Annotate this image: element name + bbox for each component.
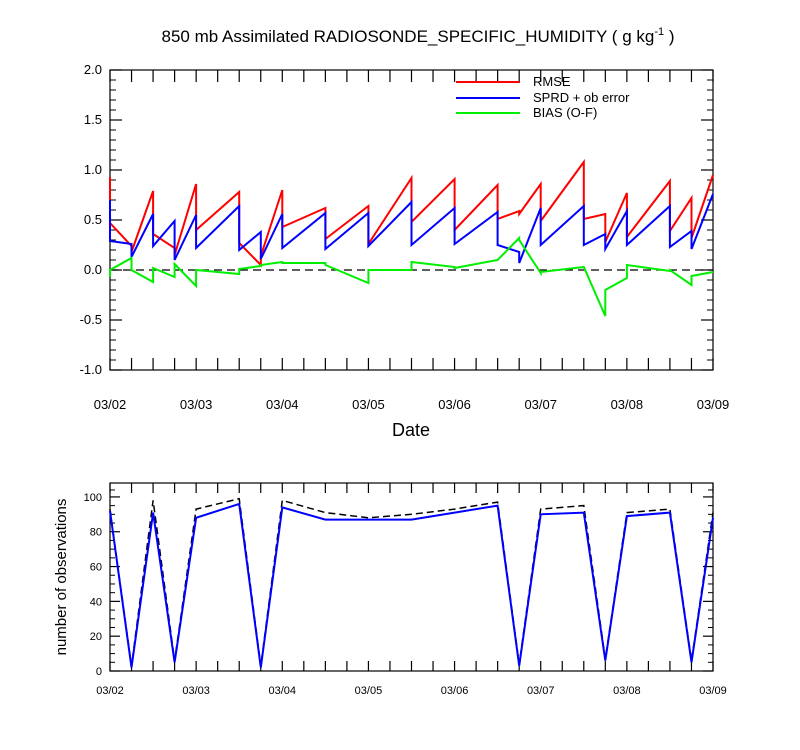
legend: RMSE SPRD + ob error BIAS (O-F) [456, 74, 630, 120]
legend-label-bias: BIAS (O-F) [533, 105, 597, 120]
y-tick-label: 1.0 [84, 162, 102, 177]
chart-title-superscript: -1 [654, 26, 664, 38]
top-series-group [109, 158, 714, 317]
x-tick-label: 03/09 [697, 397, 730, 412]
y-tick-label: 2.0 [84, 62, 102, 77]
chart-title: 850 mb Assimilated RADIOSONDE_SPECIFIC_H… [162, 26, 675, 46]
bottom-y-axis-title: number of observations [53, 499, 70, 656]
x-tick-label: 03/09 [699, 685, 727, 697]
chart-title-main: 850 mb Assimilated RADIOSONDE_SPECIFIC_H… [162, 27, 655, 46]
bottom-y-tick-labels: 0 20 40 60 80 100 [84, 492, 102, 678]
y-tick-label: 80 [90, 527, 102, 539]
bottom-axes-ticks [109, 483, 714, 672]
y-tick-label: -0.5 [80, 312, 102, 327]
top-series-line-2 [109, 235, 714, 317]
y-tick-label: 60 [90, 562, 102, 574]
top-x-axis-title: Date [392, 420, 430, 440]
legend-label-rmse: RMSE [533, 74, 571, 89]
top-x-tick-labels: 03/02 03/03 03/04 03/05 03/06 03/07 03/08 03/09 [94, 397, 730, 412]
top-chart-panel: -1.0-0.50.00.51.01.52.0 03/02 03/03 03/04 0… [80, 62, 730, 440]
x-tick-label: 03/03 [180, 397, 213, 412]
top-axes-ticks [109, 69, 714, 371]
y-tick-label: 0.0 [84, 262, 102, 277]
x-tick-label: 03/05 [355, 685, 383, 697]
bottom-plot-frame [109, 482, 714, 672]
x-tick-label: 03/03 [182, 685, 210, 697]
y-tick-label: -1.0 [80, 362, 102, 377]
y-tick-label: 0 [96, 666, 102, 678]
x-tick-label: 03/06 [438, 397, 471, 412]
bot-series-line-0 [109, 497, 714, 666]
y-tick-label: 40 [90, 596, 102, 608]
y-tick-label: 100 [84, 492, 102, 504]
x-tick-label: 03/02 [96, 685, 124, 697]
x-tick-label: 03/07 [524, 397, 557, 412]
bottom-series-group [109, 497, 714, 668]
bot-series-line-1 [109, 502, 714, 668]
x-tick-label: 03/06 [441, 685, 469, 697]
x-tick-label: 03/02 [94, 397, 127, 412]
top-y-tick-labels: -1.0 -0.5 0.0 0.5 1.0 1.5 2.0 [80, 62, 102, 377]
top-series-line-1 [109, 193, 714, 264]
y-tick-label: 0.5 [84, 212, 102, 227]
x-tick-label: 03/07 [527, 685, 555, 697]
y-tick-label: 1.5 [84, 112, 102, 127]
x-tick-label: 03/04 [266, 397, 299, 412]
x-tick-label: 03/05 [352, 397, 385, 412]
bottom-x-tick-labels: 03/02 03/03 03/04 03/05 03/06 03/07 03/08 03/09 [96, 685, 727, 697]
y-tick-label: 20 [90, 631, 102, 643]
x-tick-label: 03/08 [611, 397, 644, 412]
x-tick-label: 03/08 [613, 685, 641, 697]
legend-label-sprd: SPRD + ob error [533, 90, 630, 105]
chart-title-end: ) [664, 27, 674, 46]
x-tick-label: 03/04 [269, 685, 297, 697]
